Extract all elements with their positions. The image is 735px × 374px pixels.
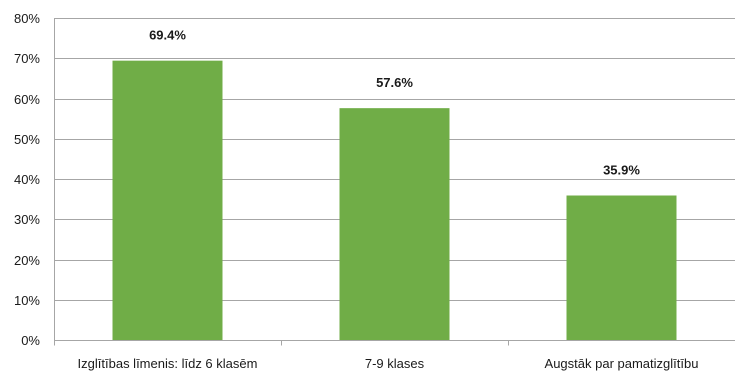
y-tick-label: 80% [14, 11, 40, 26]
y-tick-label: 30% [14, 212, 40, 227]
bar [112, 60, 223, 340]
y-tick-label: 70% [14, 51, 40, 66]
data-label: 57.6% [376, 75, 413, 90]
x-tick-label: 7-9 klases [365, 356, 425, 371]
x-tick-label: Augstāk par pamatizglītību [545, 356, 699, 371]
data-label: 69.4% [149, 28, 186, 43]
bar [566, 195, 677, 340]
y-tick-label: 10% [14, 293, 40, 308]
x-tick-label: Izglītības līmenis: līdz 6 klasēm [78, 356, 258, 371]
bar-layer [112, 60, 677, 340]
data-label: 35.9% [603, 163, 640, 178]
y-tick-label: 40% [14, 172, 40, 187]
y-tick-label: 20% [14, 253, 40, 268]
y-tick-label: 60% [14, 92, 40, 107]
bar [339, 108, 450, 340]
y-tick-label: 50% [14, 132, 40, 147]
label-layer: 0% 10% 20% 30% 40% 50% 60% 70% 80% 69.4% Izglītība… [14, 11, 698, 371]
y-tick-label: 0% [21, 333, 40, 348]
axis-layer [54, 18, 735, 346]
